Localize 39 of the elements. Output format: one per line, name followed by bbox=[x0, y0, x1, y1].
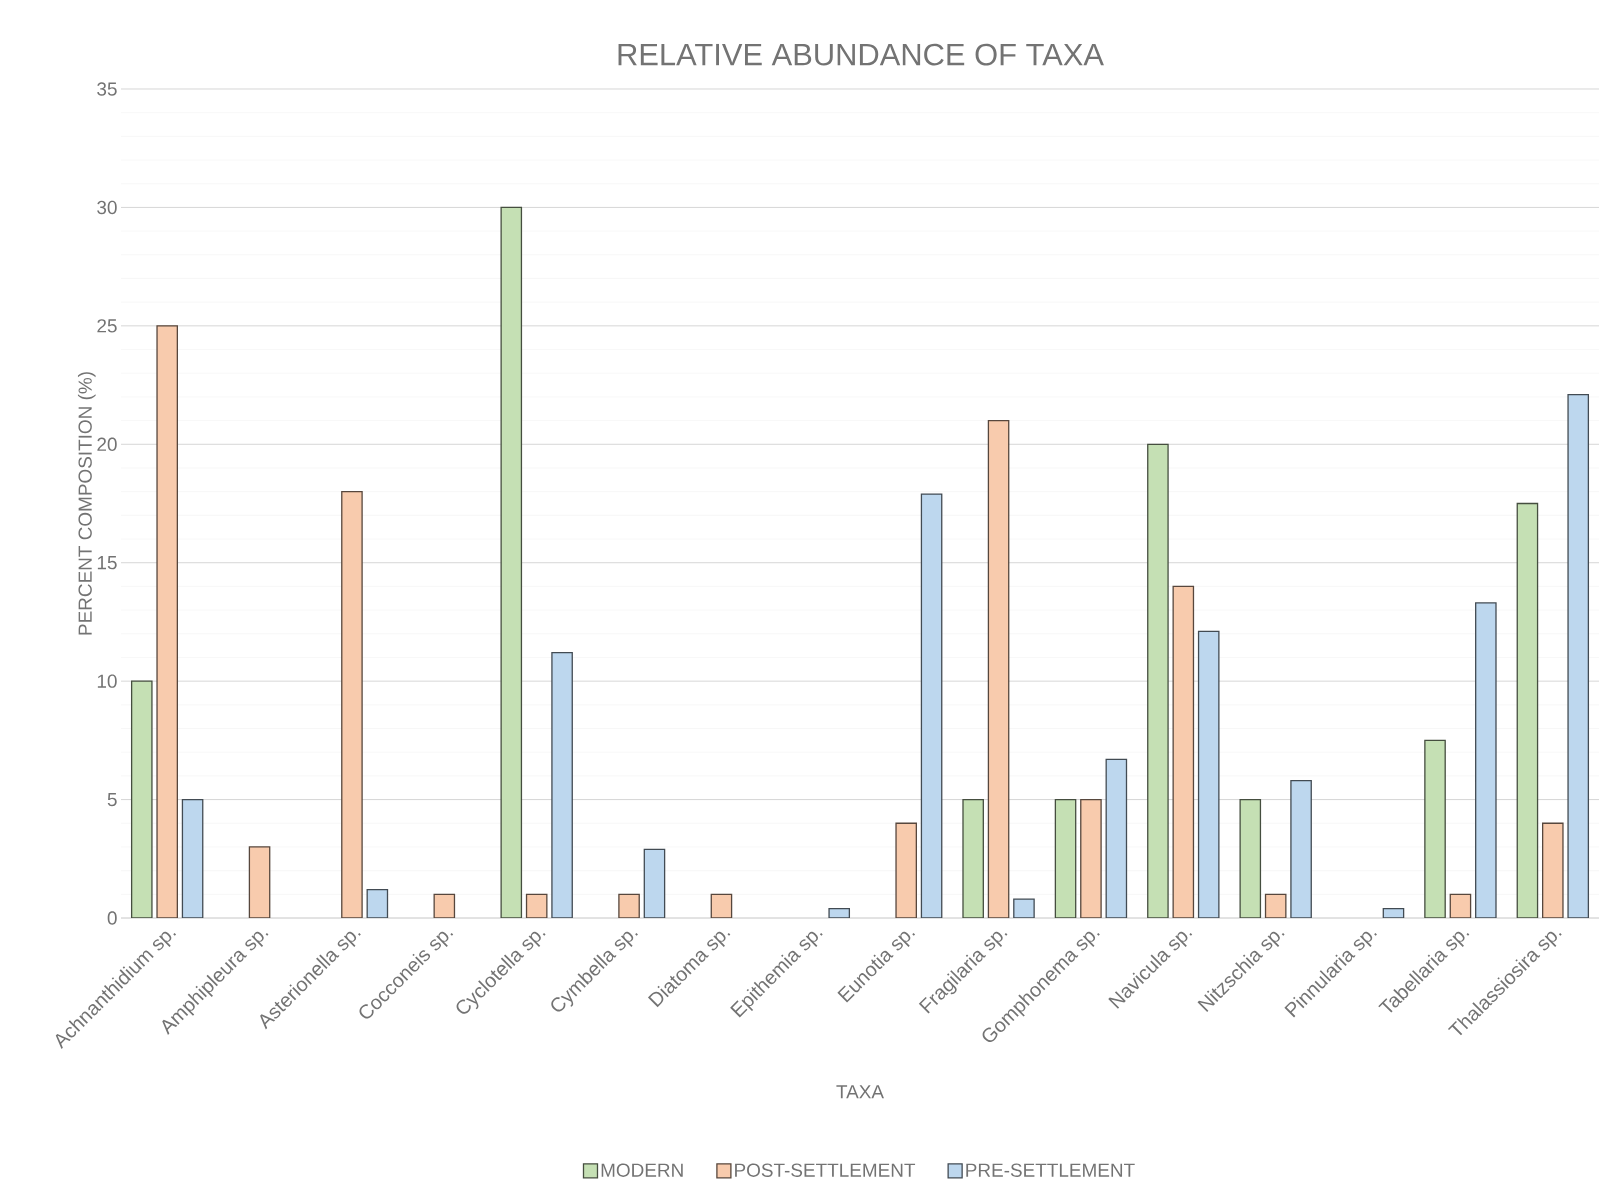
y-tick-label: 10 bbox=[97, 674, 117, 688]
bar bbox=[1516, 502, 1539, 918]
chart-title: RELATIVE ABUNDANCE OF TAXA bbox=[618, 43, 1104, 66]
bar bbox=[1080, 798, 1102, 918]
bar bbox=[1147, 443, 1169, 918]
bar bbox=[1475, 602, 1497, 918]
x-axis-title: TAXA bbox=[836, 1085, 884, 1099]
bar bbox=[920, 493, 943, 918]
bar bbox=[341, 491, 363, 918]
bar bbox=[987, 419, 1010, 918]
bar bbox=[181, 798, 204, 918]
bar bbox=[1542, 822, 1564, 918]
legend-label: POST-SETTLEMENT bbox=[735, 1163, 916, 1177]
bar bbox=[130, 680, 153, 918]
y-tick-label: 25 bbox=[97, 319, 117, 333]
bar bbox=[1239, 798, 1262, 918]
bar bbox=[500, 206, 523, 918]
bar bbox=[248, 846, 271, 918]
bar bbox=[1567, 393, 1590, 918]
y-tick-label: 5 bbox=[107, 792, 117, 807]
y-tick-label: 35 bbox=[97, 82, 117, 96]
bar bbox=[895, 822, 917, 918]
bar bbox=[1424, 739, 1446, 918]
bar bbox=[1105, 758, 1128, 918]
bar bbox=[1290, 779, 1312, 918]
bar bbox=[156, 325, 178, 918]
y-tick-label: 30 bbox=[97, 200, 117, 215]
bar bbox=[1172, 585, 1195, 918]
bar bbox=[1054, 798, 1077, 918]
y-tick-label: 20 bbox=[97, 437, 117, 451]
y-tick-label: 15 bbox=[97, 556, 117, 570]
y-tick-label: 0 bbox=[107, 911, 117, 925]
y-axis-title: PERCENT COMPOSITION (%) bbox=[77, 372, 96, 635]
legend-label: PRE-SETTLEMENT bbox=[966, 1163, 1135, 1177]
legend-label: MODERN bbox=[601, 1163, 683, 1177]
bar bbox=[643, 848, 666, 918]
bar bbox=[1197, 630, 1220, 918]
bar bbox=[551, 652, 573, 918]
bar bbox=[962, 798, 984, 918]
